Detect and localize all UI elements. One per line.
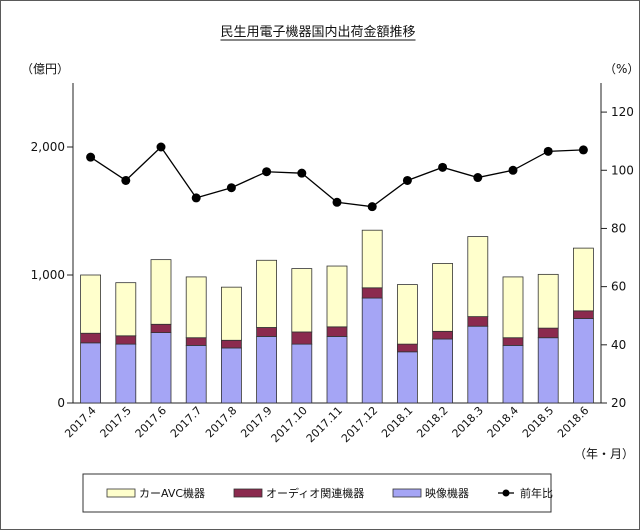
- bar-segment-audio: [537, 327, 559, 339]
- yoy-point: [578, 145, 588, 155]
- x-axis-tick-label: 2017.5: [98, 404, 134, 440]
- right-axis-unit: （%）: [604, 62, 639, 76]
- bar-segment-audio: [115, 335, 137, 345]
- yoy-point: [121, 175, 131, 185]
- right-axis-tick-label: 20: [611, 396, 626, 410]
- x-axis-tick-label: 2017.6: [133, 404, 169, 440]
- bar-segment-car-avc: [573, 247, 594, 312]
- bar-segment-audio: [256, 327, 278, 337]
- bar-segment-video: [537, 337, 559, 404]
- x-axis-tick-label: 2018.4: [485, 404, 521, 440]
- yoy-point: [508, 165, 518, 175]
- legend-label: カーAVC機器: [139, 486, 205, 500]
- bar-segment-video: [396, 351, 418, 404]
- bar-segment-audio: [502, 337, 524, 346]
- bar-segment-car-avc: [291, 268, 313, 333]
- x-axis-unit: （年・月）: [574, 447, 634, 461]
- x-axis-tick-label: 2018.5: [520, 404, 556, 440]
- yoy-point: [332, 197, 342, 207]
- bar-segment-car-avc: [150, 259, 172, 325]
- bar-segment-car-avc: [467, 236, 489, 318]
- right-axis-tick-label: 60: [611, 280, 626, 294]
- bar-segment-car-avc: [361, 229, 383, 289]
- legend-label: 映像機器: [425, 486, 469, 500]
- bar-segment-car-avc: [115, 282, 137, 337]
- legend-box: [82, 473, 552, 513]
- bar-segment-car-avc: [256, 259, 278, 328]
- bar-segment-car-avc: [502, 276, 524, 339]
- bar-segment-audio: [80, 332, 101, 344]
- legend-swatch: [106, 488, 136, 498]
- x-axis-tick-label: 2017.4: [62, 404, 98, 440]
- bar-segment-video: [220, 347, 242, 404]
- yoy-point: [438, 162, 448, 172]
- bar-segment-audio: [220, 339, 242, 349]
- left-axis-tick-label: 2,000: [31, 140, 65, 154]
- bar-segment-audio: [467, 316, 489, 327]
- yoy-point: [86, 152, 96, 162]
- bar-segment-video: [326, 336, 348, 404]
- legend-label: 前年比: [520, 486, 553, 500]
- bar-segment-video: [80, 342, 101, 404]
- bar-segment-audio: [396, 343, 418, 353]
- yoy-point: [191, 193, 201, 203]
- bar-segment-audio: [573, 310, 594, 319]
- bar-segment-video: [432, 338, 454, 404]
- bar-segment-video: [573, 318, 594, 404]
- left-axis-tick-label: 1,000: [31, 268, 65, 282]
- x-axis-tick-label: 2018.3: [450, 404, 486, 440]
- x-axis-tick-label: 2017.10: [269, 404, 310, 445]
- right-axis-tick-label: 80: [611, 221, 626, 235]
- yoy-point: [226, 183, 236, 193]
- x-axis-tick-label: 2018.6: [555, 404, 591, 440]
- legend-label: オーディオ関連機器: [266, 486, 364, 500]
- chart-title: 民生用電子機器国内出荷金額推移: [220, 24, 415, 40]
- yoy-point: [297, 168, 307, 178]
- bar-segment-video: [185, 344, 207, 404]
- yoy-point: [156, 142, 166, 152]
- x-axis-tick-label: 2017.8: [203, 404, 239, 440]
- bar-segment-video: [361, 297, 383, 404]
- bar-segment-audio: [361, 287, 383, 299]
- x-axis-tick-label: 2017.11: [304, 404, 345, 445]
- bar-segment-video: [467, 325, 489, 404]
- x-axis-tick-label: 2017.7: [168, 404, 204, 440]
- bar-segment-video: [150, 332, 172, 404]
- legend-swatch-marker: [502, 489, 510, 497]
- x-axis-tick-label: 2018.1: [379, 404, 415, 440]
- legend-swatch: [392, 488, 422, 498]
- bar-segment-car-avc: [396, 284, 418, 345]
- x-axis-tick-label: 2017.12: [339, 404, 380, 445]
- bar-segment-audio: [185, 337, 207, 346]
- left-axis-unit: （億円）: [21, 62, 69, 76]
- yoy-point: [473, 173, 483, 183]
- yoy-point: [367, 202, 377, 212]
- bar-segment-car-avc: [185, 276, 207, 339]
- bar-segment-audio: [291, 331, 313, 345]
- left-axis-tick-label: 0: [57, 396, 65, 410]
- bar-segment-video: [256, 336, 278, 404]
- bar-segment-video: [291, 343, 313, 404]
- x-axis-tick-label: 2018.2: [414, 404, 450, 440]
- bar-segment-audio: [432, 330, 454, 340]
- yoy-line: [90, 146, 584, 208]
- right-axis-tick-label: 100: [611, 163, 634, 177]
- bar-segment-car-avc: [220, 286, 242, 341]
- legend-swatch: [233, 488, 263, 498]
- yoy-point: [543, 146, 553, 156]
- yoy-point: [262, 167, 272, 177]
- right-axis-tick-label: 40: [611, 338, 626, 352]
- bar-segment-car-avc: [326, 265, 348, 328]
- bar-segment-car-avc: [80, 274, 101, 334]
- bar-segment-car-avc: [432, 263, 454, 332]
- bar-segment-audio: [150, 323, 172, 333]
- right-axis-tick-label: 120: [611, 105, 634, 119]
- bar-segment-car-avc: [537, 273, 559, 329]
- bar-segment-video: [115, 343, 137, 404]
- yoy-point: [402, 175, 412, 185]
- bar-segment-video: [502, 344, 524, 404]
- bar-segment-audio: [326, 326, 348, 337]
